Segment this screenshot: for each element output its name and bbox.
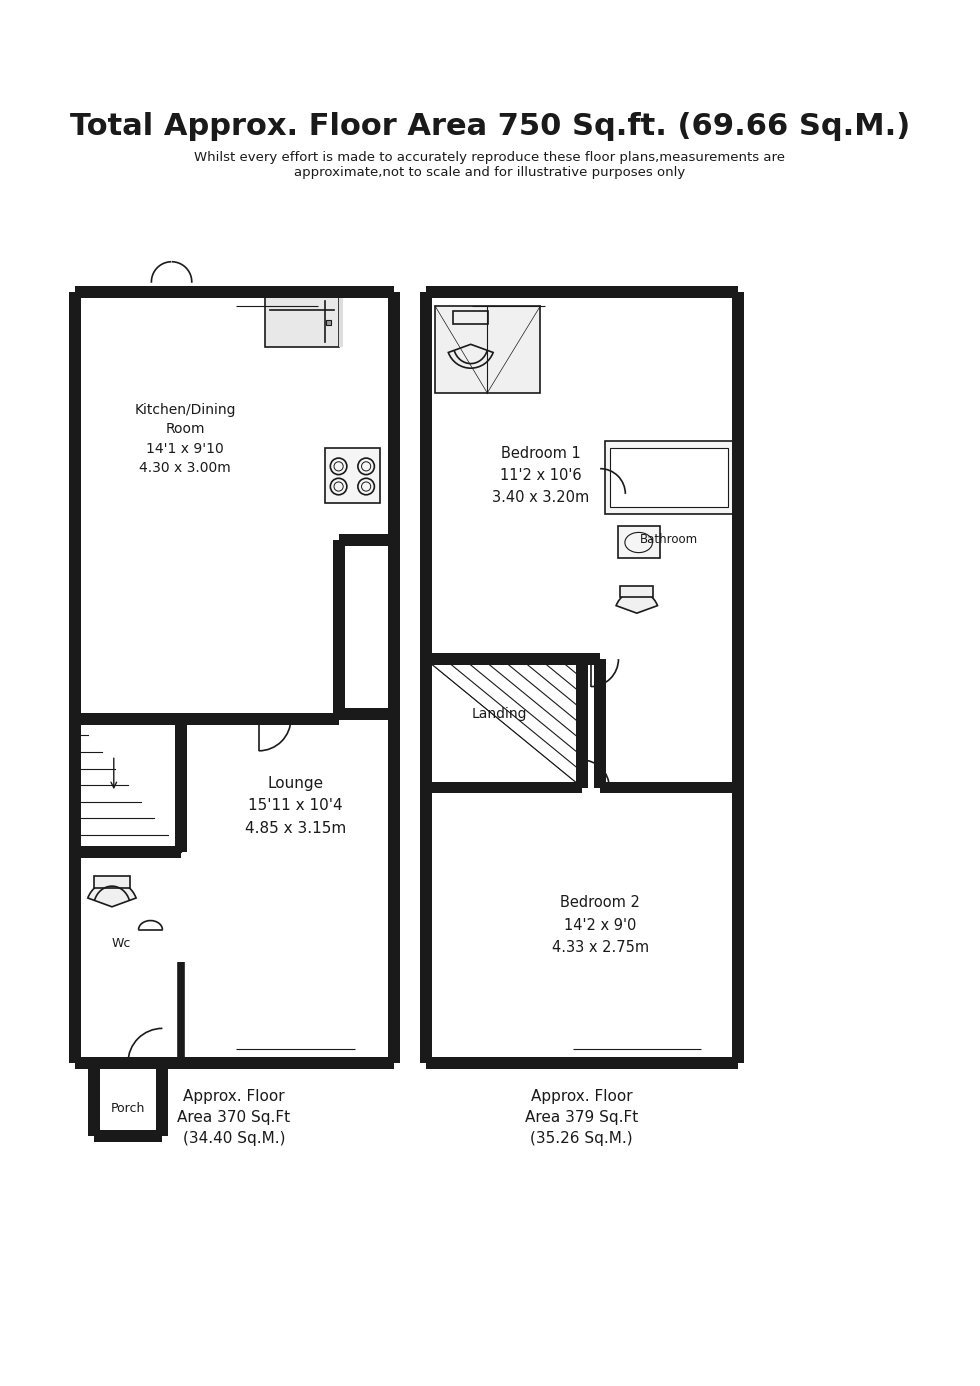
Text: Bedroom 1
11'2 x 10'6
3.40 x 3.20m: Bedroom 1 11'2 x 10'6 3.40 x 3.20m [492, 446, 589, 506]
Polygon shape [325, 320, 331, 326]
Polygon shape [339, 534, 394, 546]
Wedge shape [616, 592, 658, 613]
Wedge shape [88, 881, 136, 906]
Bar [94, 876, 130, 888]
Polygon shape [332, 539, 345, 714]
Text: Approx. Floor
Area 370 Sq.Ft
(34.40 Sq.M.): Approx. Floor Area 370 Sq.Ft (34.40 Sq.M… [177, 1089, 290, 1146]
Text: Landing: Landing [471, 707, 527, 721]
Polygon shape [75, 712, 339, 725]
Text: Whilst every effort is made to accurately reproduce these floor plans,measuremen: Whilst every effort is made to accuratel… [194, 151, 786, 179]
Polygon shape [87, 1063, 100, 1137]
Wedge shape [448, 344, 493, 369]
Polygon shape [75, 1058, 394, 1069]
Polygon shape [236, 288, 318, 295]
Bar [620, 586, 654, 596]
Polygon shape [605, 441, 733, 514]
Polygon shape [594, 660, 606, 787]
Polygon shape [572, 1059, 701, 1066]
Text: Approx. Floor
Area 379 Sq.Ft
(35.26 Sq.M.): Approx. Floor Area 379 Sq.Ft (35.26 Sq.M… [525, 1089, 638, 1146]
Polygon shape [339, 292, 343, 346]
Polygon shape [471, 288, 545, 295]
Bar [454, 312, 488, 324]
Text: Total Approx. Floor Area 750 Sq.ft. (69.66 Sq.M.): Total Approx. Floor Area 750 Sq.ft. (69.… [70, 112, 910, 141]
Polygon shape [425, 653, 600, 665]
Text: Porch: Porch [111, 1102, 145, 1116]
Polygon shape [94, 1130, 163, 1142]
Polygon shape [600, 782, 738, 793]
Polygon shape [266, 297, 339, 346]
Polygon shape [388, 292, 400, 1063]
Polygon shape [425, 1058, 738, 1069]
Polygon shape [174, 719, 187, 852]
Text: Lounge
15'11 x 10'4
4.85 x 3.15m: Lounge 15'11 x 10'4 4.85 x 3.15m [245, 776, 346, 836]
Text: Bathroom: Bathroom [640, 534, 698, 546]
Text: Kitchen/Dining
Room
14'1 x 9'10
4.30 x 3.00m: Kitchen/Dining Room 14'1 x 9'10 4.30 x 3… [134, 402, 236, 475]
Polygon shape [324, 448, 380, 503]
Polygon shape [618, 527, 660, 559]
Text: Wc: Wc [112, 937, 131, 949]
Polygon shape [419, 292, 432, 1063]
Polygon shape [75, 286, 394, 298]
Text: Bedroom 2
14'2 x 9'0
4.33 x 2.75m: Bedroom 2 14'2 x 9'0 4.33 x 2.75m [552, 895, 649, 955]
Polygon shape [70, 292, 81, 1063]
Polygon shape [425, 286, 738, 298]
Polygon shape [339, 708, 394, 721]
Polygon shape [75, 845, 180, 858]
Polygon shape [576, 660, 588, 787]
Polygon shape [611, 448, 728, 507]
Polygon shape [732, 292, 744, 1063]
Polygon shape [157, 1063, 169, 1137]
Polygon shape [435, 306, 540, 394]
Polygon shape [236, 1059, 355, 1066]
Polygon shape [425, 782, 582, 793]
